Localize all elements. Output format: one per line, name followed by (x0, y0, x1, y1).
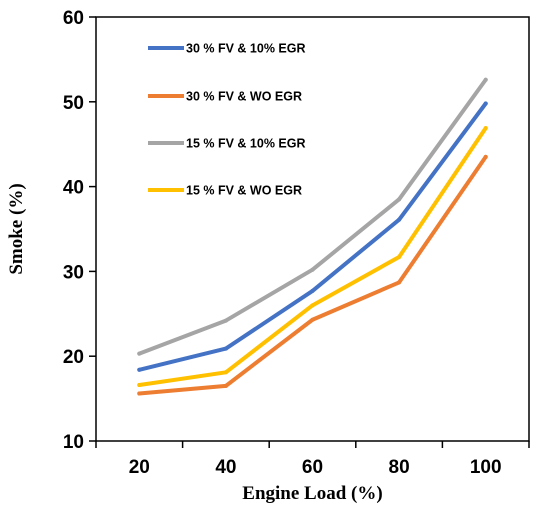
data-point (483, 101, 488, 106)
legend-label: 15 % FV & WO EGR (186, 184, 302, 198)
x-tick-label: 20 (129, 457, 150, 478)
x-tick-label: 100 (470, 457, 502, 478)
data-point (397, 217, 402, 222)
y-axis-title: Smoke (%) (6, 183, 27, 274)
x-tick-label: 60 (302, 457, 323, 478)
data-point (483, 77, 488, 82)
data-point (223, 370, 228, 375)
x-tick-label: 80 (389, 457, 410, 478)
data-point (137, 391, 142, 396)
legend-label: 30 % FV & WO EGR (186, 90, 302, 104)
legend: 30 % FV & 10% EGR 30 % FV & WO EGR 15 % FV… (148, 42, 306, 198)
legend-label: 30 % FV & 10% EGR (186, 42, 306, 56)
data-point (223, 383, 228, 388)
data-point (137, 367, 142, 372)
y-axis: 10 20 30 40 50 60 (63, 8, 96, 453)
y-tick-label: 60 (63, 8, 84, 29)
y-tick-label: 40 (63, 178, 84, 199)
legend-box (141, 33, 326, 213)
data-point (137, 383, 142, 388)
data-point (483, 126, 488, 131)
data-point (397, 254, 402, 259)
y-tick-label: 30 (63, 262, 84, 283)
data-point (310, 317, 315, 322)
data-point (310, 267, 315, 272)
legend-label: 15 % FV & 10% EGR (186, 137, 306, 151)
x-axis: 20 40 60 80 100 (95, 441, 530, 478)
data-point (397, 197, 402, 202)
data-point (310, 303, 315, 308)
y-tick-label: 10 (63, 432, 84, 453)
y-tick-label: 50 (63, 93, 84, 114)
data-point (137, 351, 142, 356)
plot-area-frame (95, 16, 530, 442)
data-point (397, 280, 402, 285)
series-layer (137, 77, 488, 396)
data-point (223, 318, 228, 323)
data-point (483, 154, 488, 159)
data-point (310, 288, 315, 293)
data-point (223, 346, 228, 351)
x-axis-title: Engine Load (%) (242, 483, 382, 504)
x-tick-label: 40 (215, 457, 236, 478)
y-tick-label: 20 (63, 347, 84, 368)
